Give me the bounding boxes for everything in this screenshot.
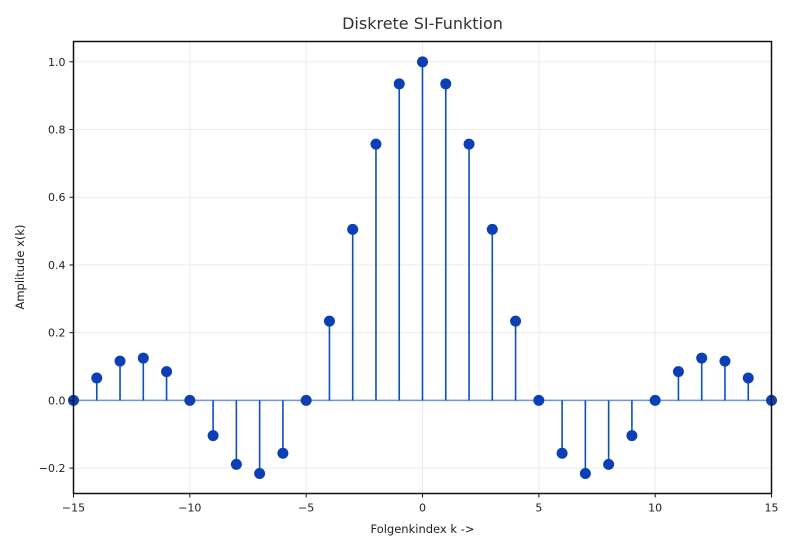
stem-marker — [626, 430, 638, 442]
stem-marker — [347, 223, 359, 235]
stem-marker — [533, 394, 545, 406]
stem-marker — [672, 366, 684, 378]
stem-marker — [161, 366, 173, 378]
stem-marker — [370, 138, 382, 150]
x-axis-label: Folgenkindex k -> — [371, 522, 475, 536]
markers — [68, 56, 777, 480]
y-tick-label: 0.8 — [48, 124, 66, 137]
x-tick-label: 10 — [648, 502, 662, 515]
stem-marker — [463, 138, 475, 150]
x-tick-label: 15 — [765, 502, 779, 515]
stem-marker — [137, 352, 149, 364]
stem-marker — [91, 372, 103, 384]
stem-marker — [742, 372, 754, 384]
x-tick-label: −5 — [298, 502, 314, 515]
stem-marker — [696, 352, 708, 364]
stem-marker — [417, 56, 428, 68]
stem-marker — [300, 394, 312, 406]
stem-marker — [277, 447, 289, 459]
x-tick-label: −15 — [62, 502, 85, 515]
y-tick-label: 0.2 — [48, 327, 66, 340]
x-tick-label: −10 — [178, 502, 201, 515]
stem-marker — [510, 315, 522, 327]
stem-marker — [719, 355, 731, 367]
stem-marker — [114, 355, 126, 367]
stem-marker — [254, 468, 266, 480]
stem-marker — [486, 223, 498, 235]
x-axis-ticks: −15 −10 −5 0 5 10 15 — [62, 493, 779, 515]
y-tick-label: 0.4 — [48, 259, 66, 272]
y-tick-label: 0.6 — [48, 191, 66, 204]
x-tick-label: 0 — [419, 502, 426, 515]
y-tick-label: −0.2 — [39, 462, 66, 475]
stem-marker — [184, 394, 196, 406]
stem-marker — [649, 394, 661, 406]
stem-marker — [556, 447, 568, 459]
y-tick-label: 0.0 — [48, 394, 66, 407]
stem-marker — [579, 468, 591, 480]
stem-marker — [393, 78, 405, 90]
y-axis-label: Amplitude x(k) — [13, 224, 27, 309]
y-axis-ticks: −0.2 0.0 0.2 0.4 0.6 0.8 1.0 — [39, 56, 74, 475]
chart-title: Diskrete SI-Funktion — [342, 14, 503, 33]
stem-marker — [230, 458, 242, 470]
stems — [95, 61, 750, 474]
stem-marker — [440, 78, 452, 90]
y-tick-label: 1.0 — [48, 56, 66, 69]
stem-marker — [603, 458, 615, 470]
x-tick-label: 5 — [535, 502, 542, 515]
stem-marker — [207, 430, 219, 442]
stem-marker — [323, 315, 335, 327]
